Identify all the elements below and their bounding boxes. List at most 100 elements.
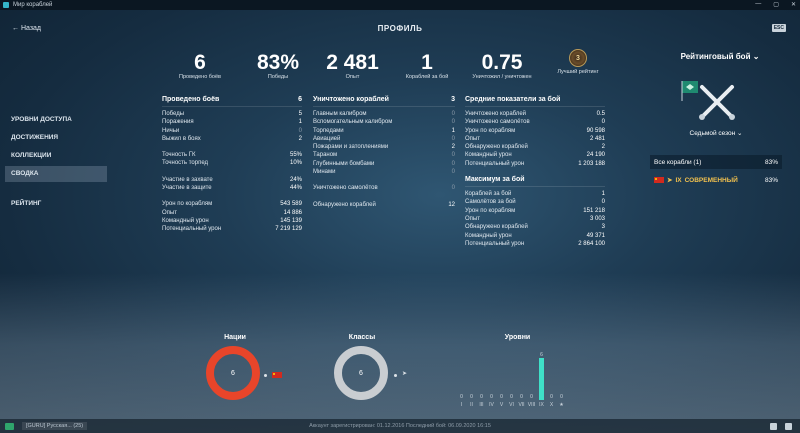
summary-stats: 6 Проведено боёв 83% Победы 2 481 Опыт 1… xyxy=(165,49,605,82)
tier-column-IX: 6 IX xyxy=(537,352,546,408)
legend-dot xyxy=(264,374,267,377)
stat-row: Командный урон 49 371 xyxy=(465,232,605,239)
stat-row: Уничтожено самолётов 0 xyxy=(313,185,455,192)
stat-row: Ничьи 0 xyxy=(162,127,302,134)
stat-row: Вспомогательным калибром 0 xyxy=(313,119,455,126)
tier-column-VII: 0 VII xyxy=(517,394,526,408)
nations-donut: 6 xyxy=(206,346,260,400)
chat-icon[interactable] xyxy=(5,422,14,430)
stat-row: Урон по кораблям 90 598 xyxy=(465,127,605,134)
tier-label: X xyxy=(549,402,554,408)
tier-label: VI xyxy=(509,402,514,408)
sidebar-item-achievements[interactable]: ДОСТИЖЕНИЯ xyxy=(11,134,59,141)
all-ships-label: Все корабли (1) xyxy=(654,158,702,166)
col1-title: Проведено боёв xyxy=(162,96,220,103)
notifications-icon[interactable] xyxy=(770,422,777,430)
stat-row: Глубинными бомбами 0 xyxy=(313,160,455,167)
tier-count: 0 xyxy=(530,394,533,400)
tier-count: 0 xyxy=(490,394,493,400)
stat-row: Участие в защите 44% xyxy=(162,185,302,192)
tier-label: II xyxy=(470,402,473,408)
chat-tab[interactable]: [GURU] Русская... (25) xyxy=(22,422,88,430)
chat-count: (25) xyxy=(73,423,84,429)
stat-row: Пожарами и затоплениями 2 xyxy=(313,144,455,151)
stat-row: Выжил в боях 2 xyxy=(162,135,302,142)
background-fog xyxy=(0,273,800,433)
summary-best-rank: 3 Лучший рейтинг xyxy=(545,48,611,75)
china-flag-icon xyxy=(654,177,664,183)
tier-count: 0 xyxy=(550,394,553,400)
table-row[interactable]: Все корабли (1) 83% xyxy=(650,155,782,169)
tier-count: 0 xyxy=(520,394,523,400)
season-label: Седьмой сезон xyxy=(689,130,736,137)
arrow-left-icon: ← xyxy=(12,25,19,32)
rank-badge-icon: 3 xyxy=(569,49,587,67)
classes-value: 6 xyxy=(359,369,363,377)
stat-row: Урон по кораблям 543 589 xyxy=(162,201,302,208)
minimize-icon[interactable]: — xyxy=(755,1,762,7)
tier-count: 0 xyxy=(500,394,503,400)
tier-column-II: 0 II xyxy=(467,394,476,408)
esc-button[interactable]: ESC xyxy=(771,24,786,32)
tier-label: V xyxy=(499,402,504,408)
sidebar-item-access-levels[interactable]: УРОВНИ ДОСТУПА xyxy=(11,116,72,123)
season-dropdown[interactable]: Седьмой сезон ⌄ xyxy=(650,129,782,137)
stat-row: Обнаружено кораблей 12 xyxy=(313,201,455,208)
tier-label: VII xyxy=(518,402,525,408)
stat-row: Главным калибром 0 xyxy=(313,111,455,117)
tier-column-★: 0 ★ xyxy=(557,394,566,408)
sidebar: УРОВНИ ДОСТУПА ДОСТИЖЕНИЯ КОЛЛЕКЦИИ СВОД… xyxy=(5,112,107,214)
stat-row: Потенциальный урон 7 219 129 xyxy=(162,226,302,233)
back-button[interactable]: ← Назад xyxy=(12,25,41,32)
stat-row: Тараном 0 xyxy=(313,152,455,159)
stats-column-destroyed: Уничтожено кораблей 3 Главным калибром 0 … xyxy=(313,96,455,209)
summary-kd: 0.75 Уничтожил / уничтожен xyxy=(472,51,532,81)
summary-exp: 2 481 Опыт xyxy=(326,51,379,81)
stat-row: Победы 5 xyxy=(162,111,302,117)
maximize-icon[interactable]: ▢ xyxy=(773,2,779,8)
tier-label: III xyxy=(479,402,484,408)
ranked-emblem xyxy=(650,67,782,125)
close-icon[interactable]: ✕ xyxy=(790,2,796,8)
col3-max-title: Максимум за бой xyxy=(465,176,525,184)
col1-title-value: 6 xyxy=(298,96,302,103)
settings-icon[interactable] xyxy=(785,422,792,430)
stat-row: Уничтожено кораблей 0.5 xyxy=(465,111,605,117)
sidebar-item-summary[interactable]: СВОДКА xyxy=(5,166,107,182)
stat-row: Минами 0 xyxy=(313,169,455,176)
stat-row: Опыт 14 886 xyxy=(162,209,302,216)
stat-row: Обнаружено кораблей 2 xyxy=(465,144,605,151)
ship-name: СОВРЕМЕННЫЙ xyxy=(684,176,738,184)
sidebar-item-rating[interactable]: РЕЙТИНГ xyxy=(11,200,42,207)
window-title: Мир кораблей xyxy=(13,2,53,8)
china-flag-icon xyxy=(272,372,282,378)
table-row[interactable]: ➤ IX СОВРЕМЕННЫЙ 83% xyxy=(650,173,782,187)
tier-label: IX xyxy=(539,402,544,408)
page-title: ПРОФИЛЬ xyxy=(377,24,423,33)
sidebar-item-collections[interactable]: КОЛЛЕКЦИИ xyxy=(11,152,52,159)
classes-donut: 6 xyxy=(334,346,388,400)
tiers-title: Уровни xyxy=(504,334,531,341)
tiers-chart: 0 I 0 II 0 III 0 IV 0 V 0 VI 0 VII 0 VIII 6 IX 0 X 0 ★ xyxy=(455,330,585,408)
stat-row: Опыт 2 481 xyxy=(465,135,605,142)
battle-mode-dropdown[interactable]: Рейтинговый бой ⌄ xyxy=(650,52,782,61)
stat-row: Обнаружено кораблей 3 xyxy=(465,224,605,231)
chevron-down-icon: ⌄ xyxy=(737,130,743,137)
ships-table: Все корабли (1) 83% ➤ IX СОВРЕМЕННЫЙ 83% xyxy=(650,155,782,187)
nations-value: 6 xyxy=(231,369,235,377)
tier-column-VIII: 0 VIII xyxy=(527,394,536,408)
stat-row: Участие в захвате 24% xyxy=(162,176,302,183)
window-titlebar: Мир кораблей — ▢ ✕ xyxy=(0,0,800,10)
rating-panel: Рейтинговый бой ⌄ Седьмой сезон ⌄ Все ко… xyxy=(650,52,782,187)
stats-column-averages: Средние показатели за бой Уничтожено кор… xyxy=(465,96,605,248)
col3-title: Средние показатели за бой xyxy=(465,96,561,103)
ship-class-icon: ➤ xyxy=(667,177,673,184)
col2-title-value: 3 xyxy=(451,96,455,103)
stats-column-battles: Проведено боёв 6 Победы 5 Поражения 1 Ничь… xyxy=(162,96,302,234)
app-icon xyxy=(3,2,9,8)
destroyer-class-icon: ➤ xyxy=(402,371,408,377)
tier-count: 0 xyxy=(470,394,473,400)
